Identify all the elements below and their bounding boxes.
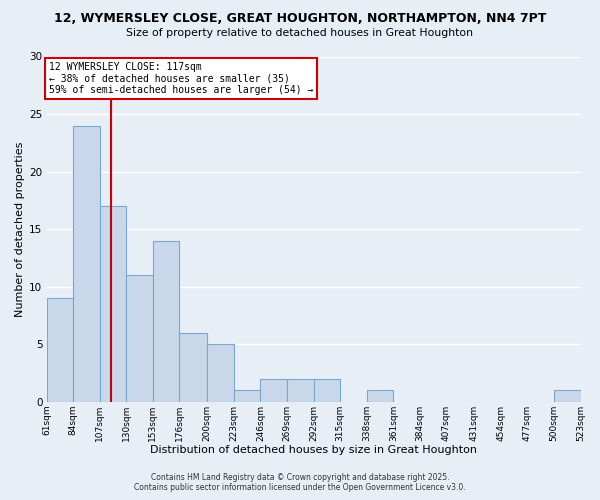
Bar bbox=[47, 298, 73, 402]
Bar bbox=[234, 390, 260, 402]
Bar bbox=[100, 206, 127, 402]
Bar bbox=[127, 275, 153, 402]
Bar bbox=[207, 344, 234, 402]
Bar bbox=[260, 378, 287, 402]
Text: 12, WYMERSLEY CLOSE, GREAT HOUGHTON, NORTHAMPTON, NN4 7PT: 12, WYMERSLEY CLOSE, GREAT HOUGHTON, NOR… bbox=[54, 12, 546, 26]
Text: Size of property relative to detached houses in Great Houghton: Size of property relative to detached ho… bbox=[127, 28, 473, 38]
Bar bbox=[287, 378, 314, 402]
Bar bbox=[179, 332, 207, 402]
Y-axis label: Number of detached properties: Number of detached properties bbox=[15, 142, 25, 317]
Bar bbox=[314, 378, 340, 402]
Bar bbox=[153, 240, 179, 402]
Text: 12 WYMERSLEY CLOSE: 117sqm
← 38% of detached houses are smaller (35)
59% of semi: 12 WYMERSLEY CLOSE: 117sqm ← 38% of deta… bbox=[49, 62, 313, 96]
Bar bbox=[367, 390, 393, 402]
X-axis label: Distribution of detached houses by size in Great Houghton: Distribution of detached houses by size … bbox=[150, 445, 477, 455]
Bar bbox=[554, 390, 581, 402]
Bar bbox=[73, 126, 100, 402]
Text: Contains HM Land Registry data © Crown copyright and database right 2025.
Contai: Contains HM Land Registry data © Crown c… bbox=[134, 473, 466, 492]
